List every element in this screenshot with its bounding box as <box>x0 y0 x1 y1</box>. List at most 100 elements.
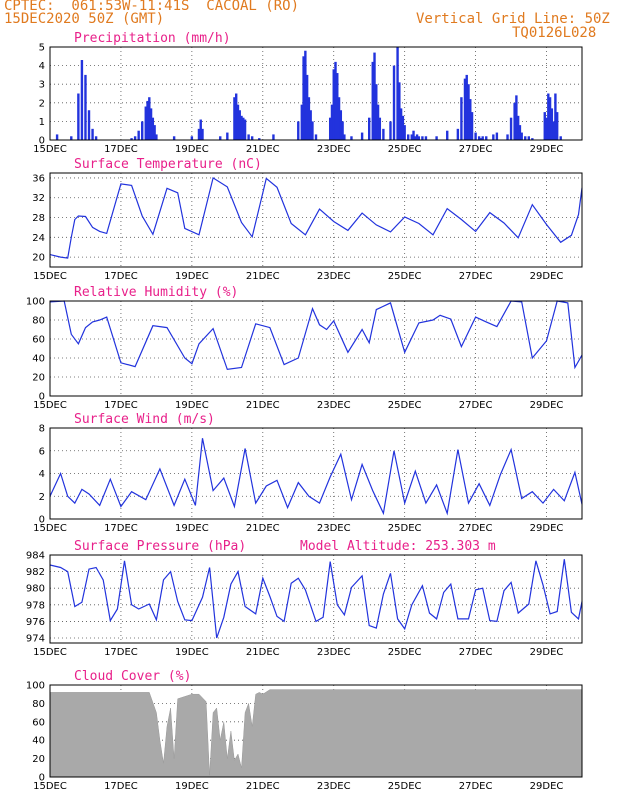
x-tick-label: 25DEC <box>388 271 422 282</box>
panel-0: Precipitation (mm/h) 15DEC 17DEC 19DEC 21DEC… <box>33 31 583 155</box>
x-tick-label: 19DEC <box>175 400 209 411</box>
y-tick-label: 80 <box>32 699 45 710</box>
precip-bar <box>311 121 314 140</box>
y-tick-label: 2 <box>39 98 45 109</box>
y-tick-label: 20 <box>32 253 45 264</box>
precip-bar <box>226 132 229 140</box>
x-tick-label: 27DEC <box>459 647 493 658</box>
precip-bar <box>392 65 396 140</box>
precip-bar <box>371 61 374 140</box>
precip-bar <box>545 117 548 140</box>
x-tick-label: 15DEC <box>33 400 67 411</box>
precip-bar <box>515 95 518 140</box>
panel-1: Surface Temperature (nC) 15DEC 17DEC 19DEC 2… <box>32 157 583 282</box>
precip-bar <box>550 108 554 140</box>
y-tick-label: 0 <box>39 773 45 784</box>
panel-subtitle: Model Altitude: 253.303 m <box>300 539 496 554</box>
precip-bar <box>247 134 250 140</box>
precip-bar <box>368 117 371 140</box>
x-tick-label: 21DEC <box>246 271 280 282</box>
y-tick-label: 24 <box>32 233 45 244</box>
x-tick-label: 23DEC <box>317 781 351 792</box>
precip-bar <box>518 125 522 140</box>
y-tick-label: 20 <box>32 754 45 765</box>
precip-bar <box>403 125 406 140</box>
precip-bar <box>144 106 147 140</box>
x-tick-label: 17DEC <box>104 523 138 534</box>
precip-bar <box>509 117 513 140</box>
x-tick-label: 25DEC <box>388 400 422 411</box>
x-tick-label: 21DEC <box>246 647 280 658</box>
x-tick-label: 17DEC <box>104 271 138 282</box>
precip-bar <box>412 130 415 140</box>
x-tick-label: 17DEC <box>104 647 138 658</box>
panel-4: Surface Pressure (hPa) Model Altitude: 25… <box>26 539 583 658</box>
precip-bar <box>84 74 87 140</box>
precip-bar <box>477 136 481 140</box>
x-tick-label: 23DEC <box>317 523 351 534</box>
y-tick-label: 0 <box>39 136 45 147</box>
x-tick-label: 29DEC <box>530 523 564 534</box>
precip-bar <box>258 138 261 140</box>
precip-bar <box>130 138 133 140</box>
y-tick-label: 4 <box>39 469 45 480</box>
precip-bar <box>401 115 405 140</box>
precip-bar <box>243 119 247 140</box>
panel-title: Relative Humidity (%) <box>74 285 238 300</box>
panel-frame <box>49 554 583 644</box>
x-tick-label: 29DEC <box>530 144 564 155</box>
y-tick-label: 2 <box>39 492 45 503</box>
y-tick-label: 28 <box>32 213 45 224</box>
precip-bar <box>339 110 343 140</box>
precip-bar <box>350 136 353 140</box>
y-tick-label: 982 <box>26 567 45 578</box>
precip-bar <box>242 117 245 140</box>
precip-bar <box>305 74 309 140</box>
precip-bar <box>141 121 144 140</box>
precip-bar <box>513 102 516 140</box>
precip-bar <box>547 93 550 140</box>
precip-bar <box>236 104 240 140</box>
precip-bar <box>474 132 477 140</box>
precip-bar <box>297 121 300 140</box>
y-tick-label: 3 <box>39 80 45 91</box>
precip-bar <box>219 136 222 140</box>
precip-bar <box>314 134 318 140</box>
x-tick-label: 17DEC <box>104 144 138 155</box>
precip-bar <box>91 128 94 140</box>
precip-bar <box>307 97 311 140</box>
precip-bar <box>341 121 344 140</box>
precip-bar <box>328 117 332 140</box>
panel-5: Cloud Cover (%) 15DEC 17DEC 19DEC 21DEC 23DEC… <box>26 669 583 792</box>
x-tick-label: 23DEC <box>317 647 351 658</box>
y-tick-label: 40 <box>32 354 45 365</box>
y-tick-label: 976 <box>26 617 45 628</box>
precip-bar <box>417 136 421 140</box>
y-tick-label: 60 <box>32 335 45 346</box>
precip-bar <box>548 97 552 140</box>
precip-bar <box>506 134 509 140</box>
header-date: 15DEC2020 50Z (GMT) <box>4 11 165 27</box>
precip-bar <box>424 136 428 140</box>
panel-frame <box>49 300 583 397</box>
x-tick-label: 15DEC <box>33 523 67 534</box>
x-tick-label: 27DEC <box>459 271 493 282</box>
precip-bar <box>463 78 467 140</box>
precip-bar <box>481 136 484 140</box>
precip-bar <box>415 134 419 140</box>
precip-bar <box>524 136 527 140</box>
x-tick-label: 15DEC <box>33 271 67 282</box>
x-tick-label: 15DEC <box>33 647 67 658</box>
panel-title: Surface Wind (m/s) <box>74 412 215 427</box>
x-tick-label: 25DEC <box>388 144 422 155</box>
x-tick-label: 29DEC <box>530 400 564 411</box>
precip-bar <box>467 84 470 140</box>
x-tick-label: 29DEC <box>530 647 564 658</box>
header-code: TQ0126L028 <box>512 25 597 41</box>
precip-bar <box>421 136 424 140</box>
y-tick-label: 32 <box>32 193 45 204</box>
precip-bar <box>334 61 337 140</box>
precip-bar <box>153 125 156 140</box>
precip-bar <box>407 134 410 140</box>
